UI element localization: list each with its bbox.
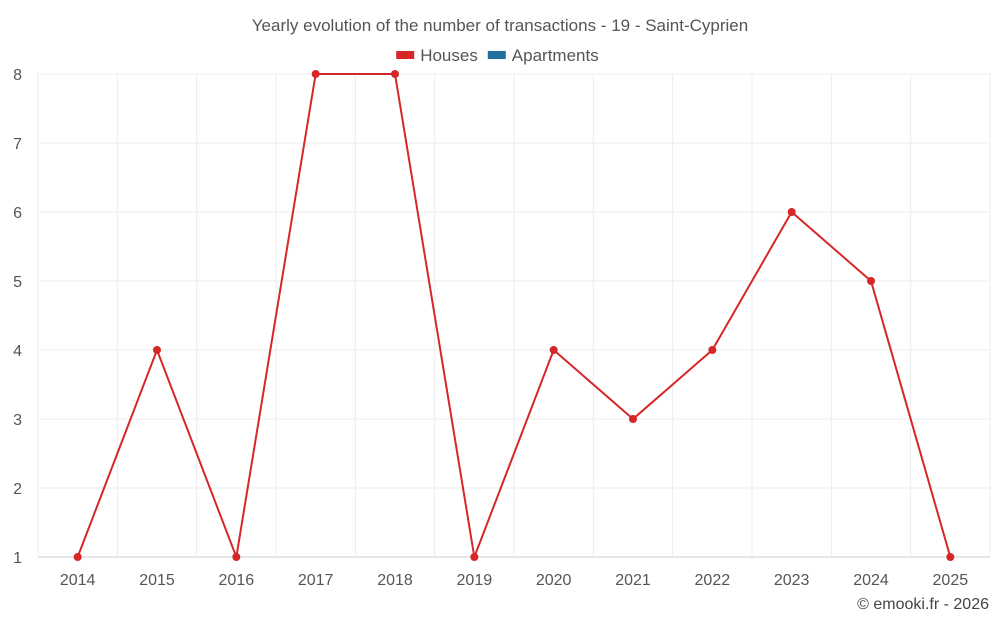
- x-tick-label: 2025: [933, 572, 969, 589]
- x-tick-label: 2023: [774, 572, 810, 589]
- data-point-houses[interactable]: [549, 346, 558, 354]
- y-tick-label: 7: [13, 136, 22, 153]
- x-tick-label: 2019: [457, 572, 493, 589]
- x-tick-label: 2020: [536, 572, 572, 589]
- credit-text: © emooki.fr - 2026: [857, 596, 989, 613]
- data-point-houses[interactable]: [232, 553, 241, 561]
- legend-item-apartments[interactable]: Apartments: [487, 46, 599, 65]
- data-point-houses[interactable]: [629, 415, 637, 423]
- x-tick-label: 2018: [377, 572, 413, 589]
- y-tick-label: 2: [13, 481, 22, 498]
- data-point-houses[interactable]: [153, 346, 161, 354]
- legend: Houses Apartments: [396, 46, 599, 65]
- data-point-houses[interactable]: [73, 553, 82, 561]
- legend-swatch-apartments: [487, 51, 506, 59]
- legend-swatch-houses: [396, 51, 415, 59]
- x-tick-label: 2022: [695, 572, 731, 589]
- grid-lines: [37, 73, 991, 558]
- data-point-houses[interactable]: [946, 553, 955, 561]
- series-line-houses: [76, 73, 952, 558]
- y-tick-label: 4: [13, 343, 22, 360]
- y-tick-label: 1: [13, 550, 22, 567]
- chart-title: Yearly evolution of the number of transa…: [252, 16, 748, 35]
- x-tick-label: 2017: [298, 572, 334, 589]
- legend-label-apartments: Apartments: [512, 46, 599, 65]
- y-axis: 1 2 3 4 5 6 7 8: [13, 67, 22, 567]
- x-axis: 2014 2015 2016 2017 2018 2019 2020 2021 2022 2023…: [60, 572, 968, 589]
- y-tick-label: 5: [13, 274, 22, 291]
- data-point-houses[interactable]: [708, 346, 717, 354]
- y-tick-label: 8: [13, 67, 22, 84]
- x-tick-label: 2015: [139, 572, 175, 589]
- data-point-houses[interactable]: [311, 70, 320, 78]
- series-layer: [73, 70, 955, 561]
- legend-item-houses[interactable]: Houses: [396, 46, 478, 65]
- y-tick-label: 3: [13, 412, 22, 429]
- data-point-houses[interactable]: [867, 277, 875, 285]
- x-tick-label: 2021: [615, 572, 651, 589]
- x-tick-label: 2014: [60, 572, 96, 589]
- x-tick-label: 2016: [219, 572, 255, 589]
- y-tick-label: 6: [13, 205, 22, 222]
- data-point-houses[interactable]: [787, 208, 796, 216]
- legend-label-houses: Houses: [420, 46, 478, 65]
- data-point-houses[interactable]: [391, 70, 399, 78]
- x-tick-label: 2024: [853, 572, 889, 589]
- data-point-houses[interactable]: [470, 553, 479, 561]
